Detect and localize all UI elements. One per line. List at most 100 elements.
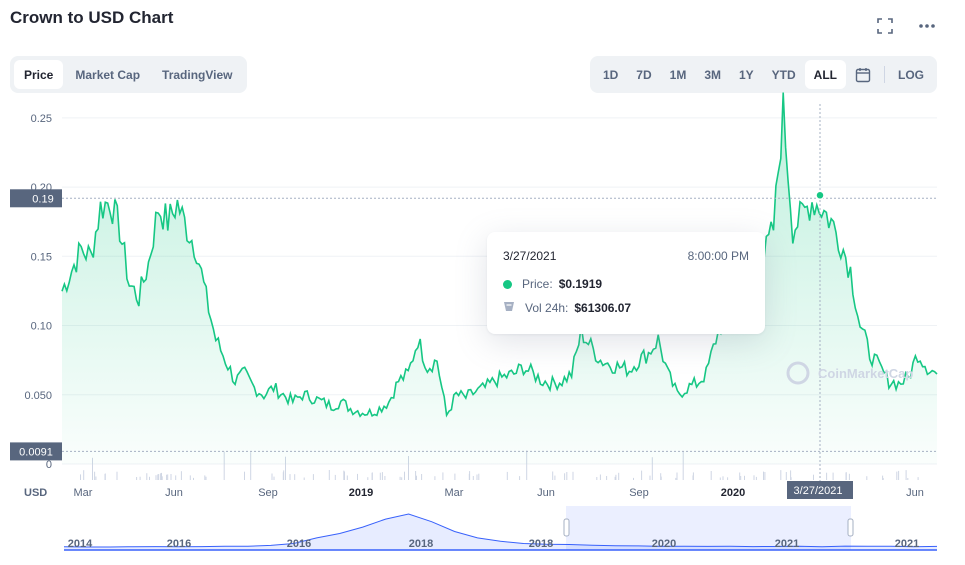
navigator-selection <box>566 506 851 550</box>
volume-bar <box>682 451 684 480</box>
volume-bar <box>408 456 409 480</box>
x-tick-label: Jun <box>906 487 924 499</box>
volume-bar <box>641 470 643 480</box>
fullscreen-icon[interactable] <box>873 14 897 38</box>
min-value-label: 0.0091 <box>19 446 53 458</box>
volume-bar <box>95 476 97 480</box>
volume-bar <box>710 471 712 480</box>
volume-bar <box>826 472 828 480</box>
y-tick-label: 0.050 <box>24 390 52 402</box>
volume-bar <box>328 470 330 480</box>
volume-bar <box>282 472 284 480</box>
volume-bar <box>727 477 729 480</box>
volume-bar <box>790 470 792 480</box>
tab-market-cap[interactable]: Market Cap <box>75 67 141 82</box>
volume-bar <box>139 476 141 480</box>
volume-bar <box>421 474 423 480</box>
x-tick-label: Sep <box>258 487 278 499</box>
volume-bar <box>149 476 150 480</box>
watermark-text: CoinMarketCap <box>818 366 913 381</box>
volume-bar <box>175 475 177 480</box>
navigator-year-label: 2016 <box>167 538 191 550</box>
y-tick-label: 0.10 <box>31 321 52 333</box>
range-1d[interactable]: 1D <box>602 67 619 82</box>
volume-bar <box>401 477 403 480</box>
volume-bar <box>193 477 194 480</box>
tooltip-price-row: Price: $0.1919 <box>503 277 602 291</box>
crosshair-value-label: 0.19 <box>32 193 53 205</box>
volume-bar <box>312 474 314 480</box>
range-3m[interactable]: 3M <box>704 67 721 82</box>
tab-tradingview[interactable]: TradingView <box>162 67 233 82</box>
volume-bar <box>161 472 162 480</box>
tab-price[interactable]: Price <box>14 60 64 89</box>
range-all[interactable]: ALL <box>804 60 846 89</box>
volume-bar <box>614 476 616 480</box>
volume-bar <box>357 473 358 480</box>
volume-bar <box>94 471 96 480</box>
volume-bar <box>399 476 401 480</box>
volume-bar <box>161 476 163 480</box>
navigator-year-label: 2014 <box>68 538 93 550</box>
navigator-year-label: 2018 <box>409 538 433 550</box>
volume-bar <box>343 470 345 480</box>
range-ytd[interactable]: YTD <box>771 67 796 82</box>
navigator-handle-left <box>563 518 570 537</box>
volume-bar <box>116 471 118 480</box>
volume-bar <box>334 474 336 480</box>
tooltip-volume-label: Vol 24h: <box>525 301 569 315</box>
volume-bar <box>478 473 480 480</box>
volume-bar <box>566 472 568 480</box>
range-1y[interactable]: 1Y <box>738 67 754 82</box>
navigator-handle-right <box>847 518 854 537</box>
log-toggle[interactable]: LOG <box>898 67 924 82</box>
volume-bar <box>618 472 620 480</box>
volume-bar <box>882 478 884 480</box>
range-7d[interactable]: 7D <box>636 67 652 82</box>
navigator-year-label: 2020 <box>652 538 676 550</box>
crosshair-point <box>815 190 825 201</box>
volume-bar <box>606 476 608 480</box>
x-tick-label: 2019 <box>349 487 373 499</box>
chart-type-tabs: Price Market Cap TradingView <box>10 56 247 93</box>
volume-bar <box>744 475 745 480</box>
volume-bar <box>381 472 383 480</box>
navigator-year-label: 2018 <box>529 538 553 550</box>
x-tick-label: Sep <box>629 487 649 499</box>
volume-bar <box>675 477 677 480</box>
y-tick-label: 0 <box>46 459 52 471</box>
volume-bar <box>882 475 884 480</box>
y-tick-label: 0.15 <box>31 251 52 263</box>
calendar-icon[interactable] <box>846 60 880 89</box>
volume-bar <box>289 474 291 480</box>
volume-bar <box>780 470 782 480</box>
volume-bar <box>469 471 471 480</box>
price-tooltip: 3/27/2021 8:00:00 PM Price: $0.1919 Vol … <box>487 232 765 334</box>
volume-bar <box>92 457 93 480</box>
y-tick-label: 0.25 <box>31 113 52 125</box>
range-1m[interactable]: 1M <box>669 67 687 82</box>
volume-bar <box>506 471 508 480</box>
tooltip-price-value: $0.1919 <box>558 277 603 291</box>
volume-bar <box>719 477 721 480</box>
volume-bar <box>379 472 381 480</box>
volume-bar <box>271 473 273 480</box>
volume-bar <box>434 476 436 480</box>
price-area <box>62 92 937 464</box>
volume-bar <box>866 476 868 480</box>
volume-bar <box>813 474 814 480</box>
volume-bar <box>158 474 160 480</box>
page-title: Crown to USD Chart <box>10 8 174 27</box>
volume-bar <box>907 478 909 480</box>
volume-bar <box>526 450 528 480</box>
volume-bar <box>764 472 766 480</box>
navigator-year-label: 2021 <box>895 538 919 550</box>
volume-bar <box>344 471 345 480</box>
volume-bar <box>753 475 755 480</box>
volume-bar <box>384 476 386 480</box>
volume-bar <box>250 452 252 480</box>
more-icon[interactable] <box>915 14 939 38</box>
volume-bar <box>572 471 574 480</box>
volume-bar <box>136 477 138 480</box>
